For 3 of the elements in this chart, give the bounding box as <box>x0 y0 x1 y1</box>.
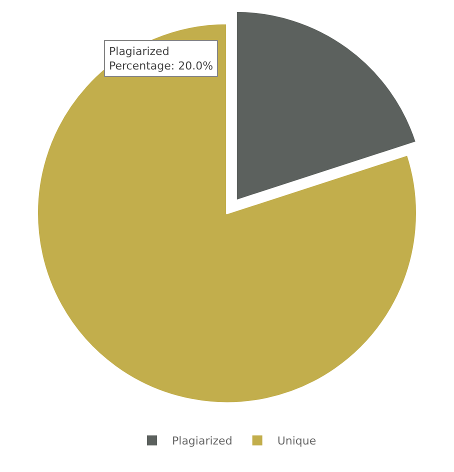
legend-label: Plagiarized <box>172 434 232 448</box>
text: Plagiarized Percentage: 20.0% <box>109 45 214 72</box>
legend-label: Unique <box>277 434 316 448</box>
